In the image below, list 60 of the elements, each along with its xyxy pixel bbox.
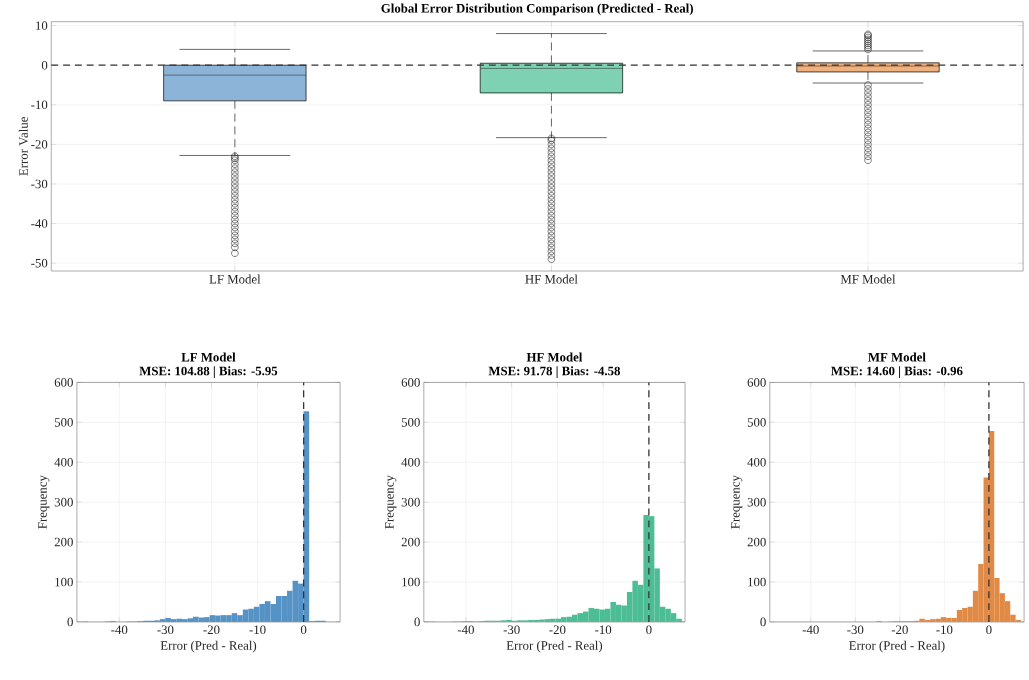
x-axis-title: Error (Pred - Real) (849, 640, 945, 653)
y-axis-title: Error Value (18, 117, 28, 176)
y-tick-label: 200 (747, 537, 766, 547)
x-tick-label: -30 (503, 625, 520, 635)
x-tick-label: -10 (936, 625, 953, 635)
x-tick-label: HF Model (525, 274, 578, 284)
y-tick-label: 100 (402, 577, 420, 587)
x-axis-title: Error (Pred - Real) (506, 640, 603, 653)
y-tick-label: 400 (401, 457, 420, 467)
y-tick-label: 0 (67, 617, 73, 627)
x-tick-label: -30 (847, 625, 864, 635)
chart-subtitle: MSE: 104.88 | Bias: -5.95 (139, 366, 278, 378)
y-tick-label: 0 (41, 60, 48, 70)
y-tick-label: 300 (747, 497, 766, 507)
x-tick-label: 0 (646, 625, 652, 635)
y-tick-label: -40 (31, 219, 48, 228)
x-tick-label: 0 (300, 625, 307, 635)
y-axis-title: Frequency (38, 475, 50, 529)
y-tick-label: 10 (36, 21, 48, 30)
x-tick-label: -40 (111, 625, 128, 635)
x-tick-label: -30 (157, 625, 174, 635)
x-tick-label: -20 (891, 625, 908, 635)
x-tick-label: MF Model (840, 274, 896, 284)
y-tick-label: 200 (54, 537, 73, 547)
y-tick-label: 500 (747, 417, 766, 427)
y-tick-label: 500 (54, 417, 73, 427)
x-tick-label: -20 (203, 625, 220, 635)
chart-title: MF Model (868, 352, 926, 362)
y-tick-label: -10 (31, 100, 48, 110)
y-tick-label: 0 (414, 617, 420, 627)
y-tick-label: 600 (401, 378, 420, 387)
chart-title: LF Model (181, 352, 236, 362)
x-tick-label: LF Model (209, 274, 261, 284)
x-tick-label: -40 (457, 625, 474, 635)
x-tick-label: -40 (802, 625, 819, 635)
x-tick-label: 0 (986, 625, 992, 635)
y-tick-label: 600 (54, 378, 73, 387)
x-tick-label: -20 (549, 625, 566, 635)
chart-title: Global Error Distribution Comparison (Predicted - Real) (381, 3, 693, 16)
y-axis-title: Frequency (731, 475, 743, 529)
y-tick-label: 300 (54, 497, 73, 507)
y-tick-label: 0 (760, 617, 766, 627)
chart-subtitle: MSE: 14.60 | Bias: -0.96 (831, 366, 963, 378)
y-tick-label: 600 (747, 378, 766, 387)
x-tick-label: -10 (595, 625, 612, 635)
y-tick-label: 400 (747, 457, 766, 467)
x-tick-label: -10 (249, 625, 266, 635)
y-axis-title: Frequency (385, 475, 397, 529)
y-tick-label: 200 (401, 537, 420, 547)
chart-subtitle: MSE: 91.78 | Bias: -4.58 (488, 366, 620, 378)
y-tick-label: -20 (31, 140, 48, 149)
y-tick-label: 400 (54, 457, 73, 467)
chart-title: HF Model (526, 352, 583, 362)
y-tick-label: 300 (401, 497, 420, 507)
y-tick-label: -50 (31, 258, 48, 268)
y-tick-label: 100 (748, 577, 766, 587)
y-tick-label: 500 (401, 417, 420, 427)
y-tick-label: 100 (55, 577, 73, 587)
x-axis-title: Error (Pred - Real) (160, 640, 257, 653)
y-tick-label: -30 (31, 179, 48, 189)
